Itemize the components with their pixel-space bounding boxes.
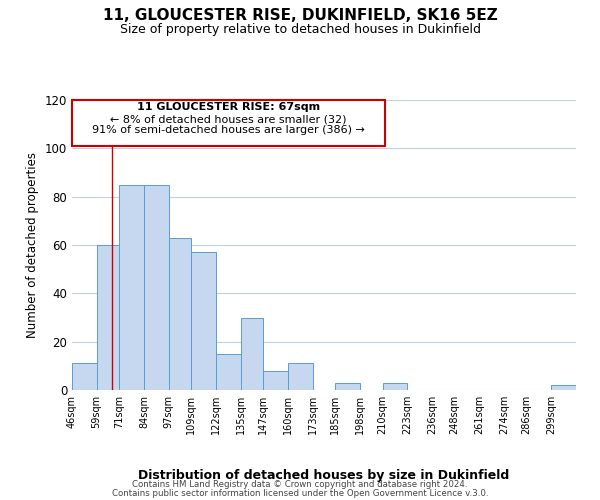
Bar — [551, 385, 576, 390]
FancyBboxPatch shape — [72, 100, 385, 146]
Text: 11 GLOUCESTER RISE: 67sqm: 11 GLOUCESTER RISE: 67sqm — [137, 102, 320, 113]
Bar — [288, 364, 313, 390]
Bar — [241, 318, 263, 390]
Text: Size of property relative to detached houses in Dukinfield: Size of property relative to detached ho… — [119, 22, 481, 36]
Bar — [191, 252, 216, 390]
Bar — [383, 383, 407, 390]
Text: Contains public sector information licensed under the Open Government Licence v.: Contains public sector information licen… — [112, 488, 488, 498]
Bar — [169, 238, 191, 390]
Bar — [144, 184, 169, 390]
Bar — [97, 245, 119, 390]
Text: 11, GLOUCESTER RISE, DUKINFIELD, SK16 5EZ: 11, GLOUCESTER RISE, DUKINFIELD, SK16 5E… — [103, 8, 497, 22]
Bar — [119, 184, 144, 390]
Text: ← 8% of detached houses are smaller (32): ← 8% of detached houses are smaller (32) — [110, 114, 347, 124]
Text: Distribution of detached houses by size in Dukinfield: Distribution of detached houses by size … — [139, 470, 509, 482]
Y-axis label: Number of detached properties: Number of detached properties — [26, 152, 39, 338]
Text: 91% of semi-detached houses are larger (386) →: 91% of semi-detached houses are larger (… — [92, 126, 365, 136]
Text: Contains HM Land Registry data © Crown copyright and database right 2024.: Contains HM Land Registry data © Crown c… — [132, 480, 468, 489]
Bar — [216, 354, 241, 390]
Bar — [72, 364, 97, 390]
Bar — [335, 383, 360, 390]
Bar — [263, 370, 288, 390]
